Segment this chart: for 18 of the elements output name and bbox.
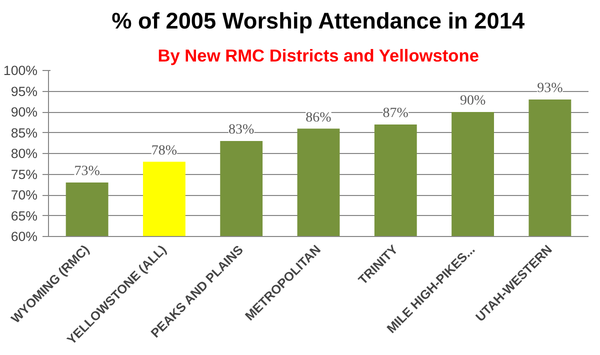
y-tick-label: 100% [3,63,38,78]
data-label: 73% [74,164,100,180]
data-label: 86% [306,110,332,126]
data-label: 90% [460,94,486,109]
chart-subtitle: By New RMC Districts and Yellowstone [158,46,480,66]
y-tick-label: 75% [10,166,38,182]
y-tick-label: 90% [10,104,38,120]
y-tick-label: 70% [10,188,38,202]
data-label: 87% [382,106,409,122]
y-tick-label: 95% [10,84,38,99]
chart-title: % of 2005 Worship Attendance in 2014 [112,8,525,34]
y-tick-label: 80% [10,146,38,161]
data-label: 78% [151,143,178,158]
y-tick-label: 65% [10,208,38,224]
y-tick-label: 85% [10,125,38,140]
data-label: 93% [537,81,564,96]
data-label: 83% [228,122,255,138]
y-tick-label: 60% [10,229,38,244]
